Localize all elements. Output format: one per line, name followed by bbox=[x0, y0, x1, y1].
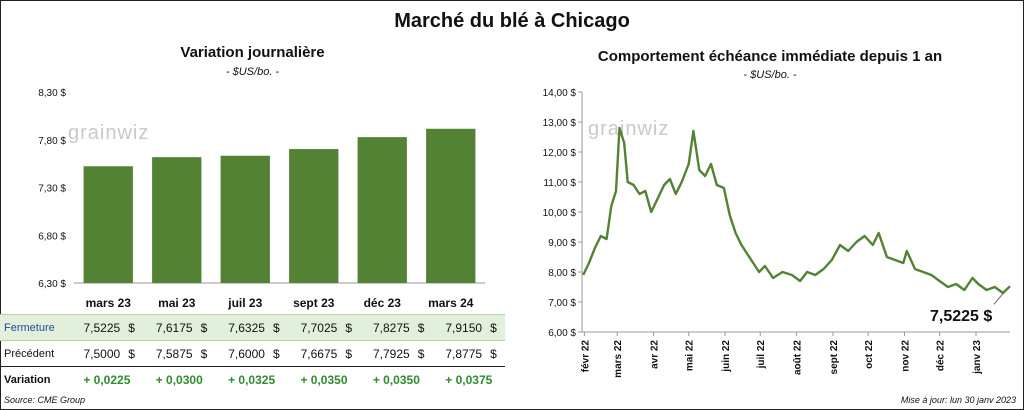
bar bbox=[83, 166, 133, 283]
line-x-tick-label: sept 22 bbox=[829, 340, 840, 375]
grainwiz-logo: grainwiz bbox=[68, 122, 150, 144]
table-cell: 7,5000 bbox=[70, 340, 125, 367]
bar bbox=[152, 157, 202, 283]
variation-cell: + 0,0350 bbox=[372, 372, 420, 387]
line-x-tick-label: déc 22 bbox=[936, 340, 947, 372]
bar bbox=[289, 149, 339, 283]
table-cell: 7,9150 bbox=[432, 314, 487, 341]
currency-symbol: $ bbox=[413, 314, 433, 341]
table-cell: 7,5225 bbox=[70, 314, 125, 341]
table-cell: 7,5875 bbox=[143, 340, 197, 367]
line-x-tick-label: mars 22 bbox=[613, 340, 624, 378]
bar bbox=[426, 128, 476, 283]
last-value-leader bbox=[993, 292, 1005, 305]
update-note: Mise à jour: lun 30 janv 2023 bbox=[900, 395, 1016, 405]
currency-symbol: $ bbox=[486, 340, 505, 367]
line-chart-title: Comportement échéance immédiate depuis 1… bbox=[597, 48, 943, 65]
bar-y-tick-label: 7,30 $ bbox=[38, 184, 66, 195]
row-label: Fermeture bbox=[0, 314, 71, 341]
currency-symbol: $ bbox=[196, 314, 216, 341]
line-x-tick-label: févr 22 bbox=[580, 340, 591, 373]
bar-category-label: sept 23 bbox=[293, 296, 335, 310]
table-cell: 7,7025 bbox=[287, 314, 342, 341]
line-x-tick-label: oct 22 bbox=[864, 340, 875, 369]
line-y-tick-label: 11,00 $ bbox=[543, 178, 576, 189]
variation-cell: + 0,0325 bbox=[228, 372, 276, 387]
line-y-tick-label: 6,00 $ bbox=[548, 328, 576, 339]
line-x-tick-label: janv 23 bbox=[972, 340, 983, 375]
bar-y-tick-label: 8,30 $ bbox=[38, 88, 66, 99]
currency-symbol: $ bbox=[124, 340, 144, 367]
bar bbox=[357, 137, 407, 283]
variation-cell: + 0,0375 bbox=[445, 372, 493, 387]
main-title: Marché du blé à Chicago bbox=[394, 10, 630, 32]
price-series-line bbox=[582, 126, 1011, 295]
table-row: Fermeture 7,5225 $7,6175 $7,6325 $7,7025 $7,8… bbox=[0, 314, 505, 341]
table-row: Précédent 7,5000 $7,5875 $7,6000 $7,6675 $7,7… bbox=[0, 340, 505, 367]
table-cell: 7,8275 bbox=[360, 314, 414, 341]
line-x-tick-label: août 22 bbox=[793, 340, 804, 375]
line-y-tick-label: 10,00 $ bbox=[543, 208, 577, 219]
currency-symbol: $ bbox=[341, 314, 361, 341]
table-row: Variation + 0,0225 + 0,0300 + 0,0325 + 0,035… bbox=[0, 367, 505, 393]
currency-symbol: $ bbox=[413, 340, 433, 367]
bar-y-tick-label: 7,80 $ bbox=[38, 136, 66, 147]
table-cell: 7,6000 bbox=[215, 340, 269, 367]
bar-chart-title: Variation journalière bbox=[180, 44, 325, 61]
grainwiz-logo-right: grainwiz bbox=[588, 118, 670, 140]
line-x-tick-label: avr 22 bbox=[650, 340, 661, 369]
bar-y-tick-label: 6,30 $ bbox=[38, 279, 66, 290]
table-cell: 7,8775 bbox=[432, 340, 487, 367]
line-x-tick-label: nov 22 bbox=[900, 340, 911, 372]
bar-category-label: mars 23 bbox=[86, 296, 132, 310]
table-cell: 7,7925 bbox=[360, 340, 414, 367]
bar-chart: 6,30 $ 6,80 $ 7,30 $ 7,80 $ 8,30 $ mars 23 mai… bbox=[38, 88, 485, 310]
bar-category-label: juil 23 bbox=[227, 296, 262, 310]
line-chart: 6,00 $ 7,00 $ 8,00 $ 9,00 $ 10,00 $ 11,00 $ 12… bbox=[543, 88, 1011, 378]
line-x-tick-label: juin 22 bbox=[721, 340, 732, 373]
source-note: Source: CME Group bbox=[4, 395, 86, 405]
table-cell: 7,6325 bbox=[215, 314, 269, 341]
bar-category-label: déc 23 bbox=[364, 296, 402, 310]
bar-category-label: mars 24 bbox=[428, 296, 474, 310]
currency-symbol: $ bbox=[268, 340, 288, 367]
bar-y-tick-label: 6,80 $ bbox=[38, 231, 66, 242]
last-value-label: 7,5225 $ bbox=[930, 308, 993, 325]
line-x-tick-label: juil 22 bbox=[756, 340, 767, 370]
row-label: Précédent bbox=[0, 340, 71, 367]
table-cell: 7,6675 bbox=[287, 340, 342, 367]
line-y-tick-label: 13,00 $ bbox=[543, 118, 577, 129]
currency-symbol: $ bbox=[124, 314, 144, 341]
currency-symbol: $ bbox=[196, 340, 216, 367]
currency-symbol: $ bbox=[268, 314, 288, 341]
table-cell: 7,6175 bbox=[143, 314, 197, 341]
line-y-tick-label: 7,00 $ bbox=[548, 298, 576, 309]
currency-symbol: $ bbox=[486, 314, 505, 341]
bar bbox=[220, 155, 270, 283]
line-chart-subtitle: - $US/bo. - bbox=[743, 69, 797, 81]
bar-category-label: mai 23 bbox=[158, 296, 196, 310]
currency-symbol: $ bbox=[341, 340, 361, 367]
variation-cell: + 0,0225 bbox=[83, 372, 131, 387]
line-y-tick-label: 8,00 $ bbox=[548, 268, 576, 279]
bar-chart-subtitle: - $US/bo. - bbox=[225, 66, 280, 78]
price-table: Fermeture 7,5225 $7,6175 $7,6325 $7,7025 $7,8… bbox=[0, 314, 505, 392]
line-x-tick-label: mai 22 bbox=[685, 340, 696, 372]
line-y-tick-label: 14,00 $ bbox=[543, 88, 577, 99]
line-y-tick-label: 12,00 $ bbox=[543, 148, 577, 159]
line-y-tick-label: 9,00 $ bbox=[548, 238, 576, 249]
row-label: Variation bbox=[4, 373, 51, 386]
variation-cell: + 0,0350 bbox=[300, 372, 348, 387]
variation-cell: + 0,0300 bbox=[155, 372, 203, 387]
